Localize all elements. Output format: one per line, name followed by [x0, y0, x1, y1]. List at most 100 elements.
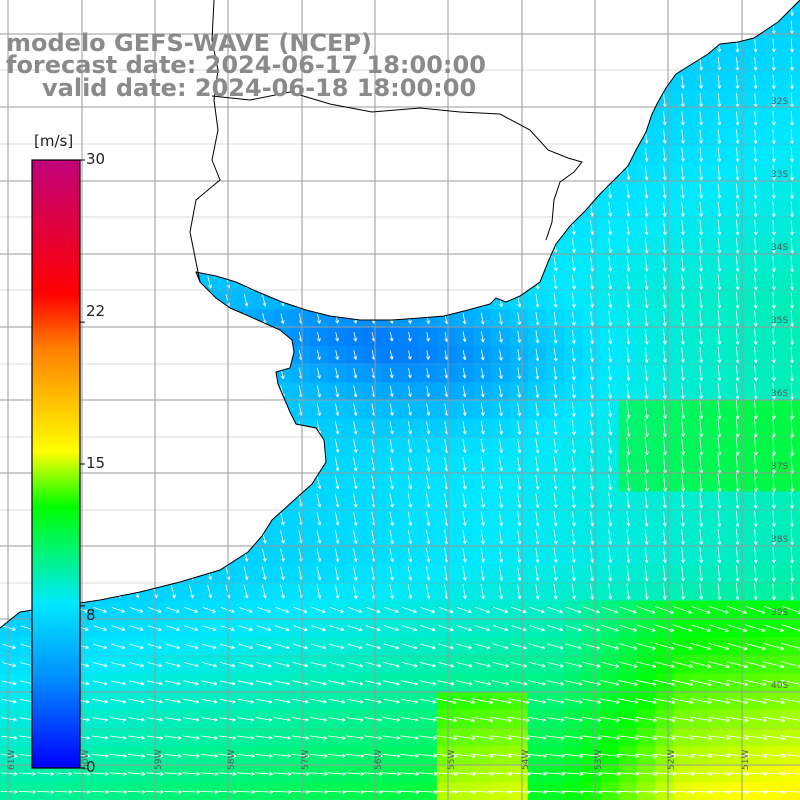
- wind-arrow: [535, 220, 540, 235]
- wind-speed-cell: [345, 182, 365, 201]
- wind-arrow: [771, 255, 776, 273]
- wind-arrow: [134, 131, 139, 142]
- wind-arrow: [535, 438, 540, 454]
- wind-arrow: [189, 439, 194, 453]
- wind-arrow: [717, 111, 722, 126]
- wind-arrow: [98, 512, 103, 525]
- wind-speed-cell: [91, 200, 110, 219]
- wind-arrow: [626, 383, 631, 399]
- wind-speed-cell: [200, 509, 219, 529]
- wind-speed-cell: [254, 382, 274, 401]
- wind-arrow: [353, 257, 358, 271]
- wind-speed-cell: [200, 418, 219, 438]
- wind-arrow: [25, 258, 30, 270]
- wind-arrow: [644, 436, 649, 456]
- wind-speed-cell: [509, 782, 529, 800]
- wind-speed-cell: [309, 200, 329, 219]
- wind-arrow: [243, 512, 249, 526]
- wind-arrow: [243, 185, 249, 198]
- wind-arrow: [389, 21, 394, 33]
- wind-arrow: [790, 255, 794, 273]
- wind-arrow: [644, 365, 649, 381]
- wind-arrow: [480, 3, 485, 15]
- wind-speed-cell: [0, 109, 19, 128]
- wind-arrow: [353, 294, 358, 307]
- wind-speed-cell: [182, 509, 201, 529]
- wind-speed-cell: [254, 236, 274, 256]
- wind-speed-cell: [618, 54, 638, 74]
- wind-speed-cell: [600, 36, 620, 56]
- wind-speed-cell: [254, 782, 274, 800]
- wind-speed-cell: [527, 200, 547, 219]
- wind-speed-cell: [182, 418, 201, 438]
- wind-arrow: [535, 311, 540, 326]
- wind-arrow: [170, 330, 176, 343]
- wind-arrow: [608, 220, 613, 235]
- wind-speed-cell: [127, 546, 147, 565]
- wind-speed-cell: [455, 782, 474, 800]
- wind-arrow: [334, 239, 340, 253]
- wind-speed-cell: [254, 273, 274, 292]
- wind-arrow: [717, 219, 722, 236]
- wind-speed-cell: [309, 182, 329, 201]
- wind-speed-cell: [91, 382, 110, 401]
- wind-arrow: [207, 367, 212, 380]
- wind-arrow: [589, 21, 594, 34]
- wind-arrow: [334, 221, 340, 235]
- wind-speed-cell: [0, 163, 19, 183]
- wind-speed-cell: [746, 0, 765, 19]
- wind-arrow: [517, 330, 522, 343]
- wind-arrow: [608, 347, 613, 363]
- wind-arrow: [608, 3, 613, 16]
- wind-speed-cell: [0, 455, 19, 474]
- wind-arrow: [316, 112, 321, 125]
- wind-arrow: [571, 39, 576, 52]
- wind-speed-cell: [200, 527, 219, 547]
- wind-arrow: [499, 256, 504, 272]
- wind-speed-cell: [709, 0, 729, 19]
- wind-speed-cell: [91, 345, 110, 365]
- wind-arrow: [316, 257, 322, 271]
- valid-date: valid date: 2024-06-18 18:00:00: [42, 74, 477, 102]
- wind-arrow: [681, 383, 685, 400]
- wind-arrow: [25, 149, 30, 160]
- wind-speed-cell: [91, 564, 110, 583]
- wind-arrow: [753, 2, 758, 16]
- wind-arrow: [699, 111, 704, 126]
- wind-arrow: [116, 476, 122, 489]
- colorbar-tick-label: 15: [86, 454, 106, 472]
- wind-speed-cell: [546, 36, 565, 56]
- wind-speed-cell: [473, 145, 492, 165]
- wind-arrow: [480, 148, 485, 162]
- wind-speed-cell: [127, 364, 147, 383]
- wind-speed-cell: [400, 127, 420, 147]
- wind-arrow: [25, 476, 31, 489]
- wind-arrow: [517, 3, 522, 16]
- wind-arrow: [535, 202, 540, 217]
- wind-speed-cell: [782, 291, 800, 310]
- wind-speed-cell: [182, 345, 201, 365]
- wind-arrow: [626, 436, 631, 456]
- wind-speed-cell: [182, 491, 201, 511]
- wind-speed-cell: [163, 200, 183, 219]
- wind-speed-cell: [418, 200, 438, 219]
- wind-arrow: [25, 330, 31, 343]
- wind-speed-cell: [782, 91, 800, 110]
- wind-arrow: [407, 130, 412, 143]
- wind-speed-cell: [582, 54, 602, 74]
- wind-arrow: [408, 294, 412, 307]
- wind-speed-cell: [291, 254, 310, 274]
- longitude-label: 51W: [741, 750, 751, 770]
- wind-arrow: [134, 421, 140, 435]
- wind-speed-cell: [509, 218, 529, 238]
- wind-speed-cell: [236, 327, 256, 347]
- wind-arrow: [535, 184, 540, 199]
- wind-arrow: [717, 418, 722, 438]
- wind-arrow: [389, 275, 394, 289]
- wind-arrow: [717, 383, 722, 400]
- wind-arrow: [244, 4, 249, 15]
- wind-arrow: [408, 3, 412, 15]
- wind-speed-cell: [18, 782, 37, 800]
- wind-arrow: [771, 201, 776, 218]
- wind-speed-cell: [0, 400, 19, 420]
